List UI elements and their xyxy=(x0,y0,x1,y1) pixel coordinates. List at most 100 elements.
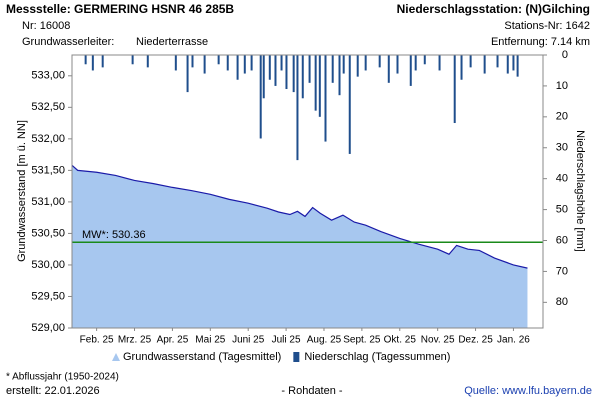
x-tick-label: Mai 25 xyxy=(195,335,225,346)
precip-bar xyxy=(101,55,104,68)
mean-label: MW*: 530.36 xyxy=(82,229,146,241)
x-tick-label: Apr. 25 xyxy=(157,335,189,346)
y-tick-label: 532,00 xyxy=(31,133,65,145)
plot-frame xyxy=(71,54,544,329)
y2-tick-label: 80 xyxy=(556,296,568,308)
legend-label: Grundwasserstand (Tagesmittel) xyxy=(123,351,281,363)
precip-station-number: Stations-Nr: 1642 xyxy=(504,20,590,32)
y2-tick-label: 40 xyxy=(556,173,568,185)
y-tick-label: 529,00 xyxy=(31,322,65,334)
y2-tick-label: 0 xyxy=(562,49,568,61)
aquifer: Niederterrasse xyxy=(136,36,208,48)
y-axis-label: Grundwasserstand [m ü. NN] xyxy=(16,120,28,262)
y2-axis-label: Niederschlagshöhe [mm] xyxy=(574,130,586,252)
station-number: Nr: 16008 xyxy=(22,20,70,32)
precip-bar xyxy=(91,55,94,71)
precip-bar xyxy=(331,55,334,83)
line xyxy=(71,164,528,269)
precip-bar xyxy=(324,55,327,142)
y-tick-label: 533,00 xyxy=(31,70,65,82)
precip-bar xyxy=(438,55,441,71)
precip-bar xyxy=(296,55,299,161)
legend-label: Niederschlag (Tagessummen) xyxy=(304,351,450,363)
precip-bar xyxy=(338,55,341,96)
precip-bar xyxy=(496,55,499,68)
precip-bar xyxy=(516,55,519,77)
x-tick-label: Feb. 25 xyxy=(80,335,114,346)
created-date: erstellt: 22.01.2026 xyxy=(6,385,100,397)
station-title: Messstelle: GERMERING HSNR 46 285B xyxy=(6,2,234,16)
precip-bar xyxy=(314,55,317,111)
y2-tick-label: 20 xyxy=(556,111,568,123)
precip-bar xyxy=(146,55,149,68)
y-tick-label: 529,50 xyxy=(31,290,65,302)
x-tick-label: Juni 25 xyxy=(232,335,265,346)
precip-bar xyxy=(186,55,189,93)
precip-bar xyxy=(301,55,304,99)
precip-bar xyxy=(285,55,288,90)
precip-bar xyxy=(318,55,321,117)
aquifer-label: Grundwasserleiter: xyxy=(22,36,114,48)
raw-data-note: - Rohdaten - xyxy=(281,385,342,397)
x-tick-label: Okt. 25 xyxy=(384,335,417,346)
precip-bar xyxy=(243,55,246,74)
precip-bar xyxy=(274,55,277,86)
precip-bar xyxy=(356,55,359,77)
precip-bar xyxy=(469,55,472,68)
precip-bar xyxy=(268,55,271,80)
precip-bar xyxy=(342,55,345,74)
y-tick-label: 531,50 xyxy=(31,164,65,176)
precip-bar xyxy=(262,55,265,99)
legend-swatch xyxy=(112,353,120,361)
x-tick-label: Nov. 25 xyxy=(421,335,455,346)
source-link[interactable]: Quelle: www.lfu.bayern.de xyxy=(464,385,592,397)
x-tick-label: Jan. 26 xyxy=(497,335,530,346)
distance: Entfernung: 7.14 km xyxy=(491,36,590,48)
precip-bar xyxy=(409,55,412,86)
precip-bar xyxy=(460,55,463,80)
precip-bar xyxy=(259,55,262,139)
y2-tick-label: 50 xyxy=(556,203,568,215)
y-tick-label: 532,50 xyxy=(31,101,65,113)
precip-bar xyxy=(423,55,426,65)
precip-bar xyxy=(308,55,311,83)
precip-bar xyxy=(131,55,134,65)
precip-bar xyxy=(378,55,381,68)
precip-bar xyxy=(174,55,177,71)
y-tick-label: 530,50 xyxy=(31,227,65,239)
precip-bar xyxy=(453,55,456,124)
precip-bar xyxy=(506,55,509,74)
precip-bar xyxy=(217,55,220,65)
precip-bar xyxy=(250,55,253,71)
y2-tick-label: 60 xyxy=(556,234,568,246)
precip-bar xyxy=(236,55,239,80)
footnote: * Abflussjahr (1950-2024) xyxy=(6,372,119,383)
legend-swatch xyxy=(293,352,300,362)
area xyxy=(72,165,528,328)
precip-bar xyxy=(348,55,351,154)
precip-bar xyxy=(512,55,515,71)
precip-bar xyxy=(414,55,417,71)
precip-bar xyxy=(191,55,194,68)
precip-bar xyxy=(483,55,486,74)
x-tick-label: Juli 25 xyxy=(272,335,301,346)
precip-bar xyxy=(226,55,229,71)
precip-bar xyxy=(84,55,87,65)
x-tick-label: Sept. 25 xyxy=(343,335,381,346)
x-tick-label: Dez. 25 xyxy=(458,335,493,346)
precip-bar xyxy=(292,55,295,93)
x-tick-label: Aug. 25 xyxy=(307,335,342,346)
y-tick-label: 530,00 xyxy=(31,259,65,271)
precip-bar xyxy=(280,55,283,71)
y-tick-label: 531,00 xyxy=(31,196,65,208)
y2-tick-label: 70 xyxy=(556,265,568,277)
precip-bar xyxy=(396,55,399,74)
y2-tick-label: 10 xyxy=(556,80,568,92)
precip-station: Niederschlagsstation: (N)Gilching xyxy=(397,2,590,16)
precip-bar xyxy=(203,55,206,74)
precip-bar xyxy=(387,55,390,83)
precip-bar xyxy=(364,55,367,71)
x-tick-label: Mrz. 25 xyxy=(118,335,152,346)
y2-tick-label: 30 xyxy=(556,142,568,154)
